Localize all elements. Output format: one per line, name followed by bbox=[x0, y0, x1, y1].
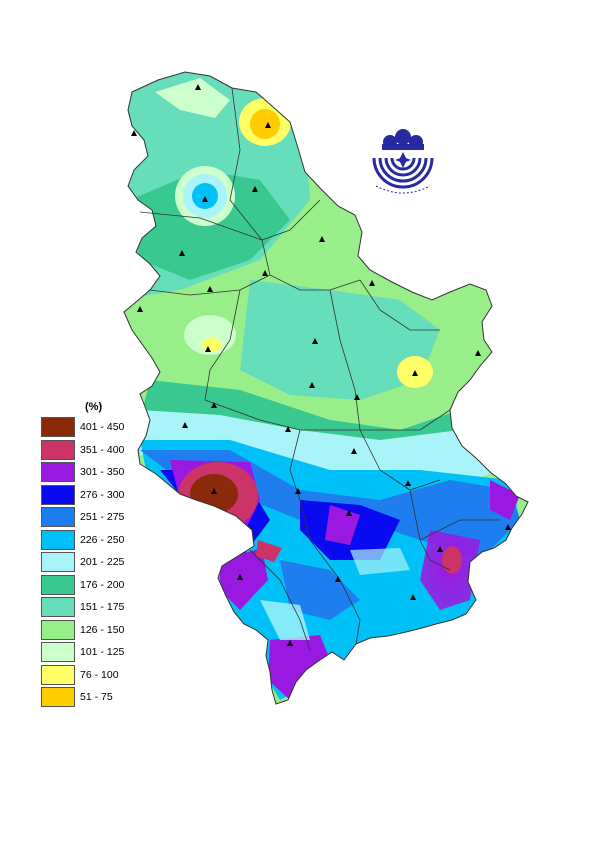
legend-item: 351 - 400 bbox=[41, 439, 161, 462]
triangle-icon bbox=[262, 270, 268, 276]
legend-label: 251 - 275 bbox=[80, 511, 125, 524]
legend-swatch bbox=[41, 484, 75, 505]
legend-label: 51 - 75 bbox=[80, 691, 113, 704]
legend-item: 301 - 350 bbox=[41, 461, 161, 484]
legend-swatch bbox=[41, 417, 75, 438]
triangle-icon bbox=[211, 402, 217, 408]
triangle-icon bbox=[405, 480, 411, 486]
legend-swatch bbox=[41, 664, 75, 685]
triangle-icon bbox=[295, 488, 301, 494]
triangle-icon bbox=[475, 350, 481, 356]
triangle-icon bbox=[131, 130, 137, 136]
triangle-icon bbox=[410, 594, 416, 600]
triangle-icon bbox=[412, 370, 418, 376]
legend-item: 126 - 150 bbox=[41, 619, 161, 642]
legend-item: 226 - 250 bbox=[41, 529, 161, 552]
triangle-icon bbox=[195, 84, 201, 90]
triangle-icon bbox=[207, 286, 213, 292]
triangle-icon bbox=[505, 524, 511, 530]
legend-swatch bbox=[41, 687, 75, 708]
legend-swatch bbox=[41, 529, 75, 550]
station-markers bbox=[131, 84, 511, 646]
legend-label: 126 - 150 bbox=[80, 623, 125, 636]
legend-label: 301 - 350 bbox=[80, 466, 125, 479]
triangle-icon bbox=[346, 510, 352, 516]
legend-label: 226 - 250 bbox=[80, 533, 125, 546]
legend-label: 351 - 400 bbox=[80, 443, 125, 456]
triangle-icon bbox=[179, 250, 185, 256]
triangle-icon bbox=[265, 122, 271, 128]
legend-item: 401 - 450 bbox=[41, 416, 161, 439]
triangle-icon bbox=[312, 338, 318, 344]
triangle-icon bbox=[237, 574, 243, 580]
legend-item: 76 - 100 bbox=[41, 664, 161, 687]
legend-label: 151 - 175 bbox=[80, 601, 125, 614]
legend-item: 201 - 225 bbox=[41, 551, 161, 574]
legend-label: 201 - 225 bbox=[80, 556, 125, 569]
legend-item: 251 - 275 bbox=[41, 506, 161, 529]
triangle-icon bbox=[309, 382, 315, 388]
legend-item: 276 - 300 bbox=[41, 484, 161, 507]
triangle-icon bbox=[202, 196, 208, 202]
precipitation-zones bbox=[124, 72, 528, 704]
triangle-icon bbox=[319, 236, 325, 242]
triangle-icon bbox=[205, 346, 211, 352]
triangle-icon bbox=[369, 280, 375, 286]
legend-item: 151 - 175 bbox=[41, 596, 161, 619]
legend-swatch bbox=[41, 552, 75, 573]
legend-swatch bbox=[41, 574, 75, 595]
institute-emblem-icon bbox=[372, 129, 434, 194]
legend-swatch bbox=[41, 462, 75, 483]
legend-label: 101 - 125 bbox=[80, 646, 125, 659]
triangle-icon bbox=[287, 640, 293, 646]
legend: (%) 401 - 450 351 - 400 301 - 350 276 - 300… bbox=[41, 398, 161, 709]
legend-item: 176 - 200 bbox=[41, 574, 161, 597]
triangle-icon bbox=[211, 488, 217, 494]
legend-item: 101 - 125 bbox=[41, 641, 161, 664]
triangle-icon bbox=[252, 186, 258, 192]
legend-swatch bbox=[41, 619, 75, 640]
triangle-icon bbox=[354, 394, 360, 400]
district-borders bbox=[139, 87, 500, 651]
triangle-icon bbox=[137, 306, 143, 312]
legend-label: 176 - 200 bbox=[80, 578, 125, 591]
legend-label: 76 - 100 bbox=[80, 668, 119, 681]
triangle-icon bbox=[182, 422, 188, 428]
legend-rows: 401 - 450 351 - 400 301 - 350 276 - 300 251 … bbox=[41, 416, 161, 709]
legend-swatch bbox=[41, 642, 75, 663]
triangle-icon bbox=[437, 546, 443, 552]
legend-swatch bbox=[41, 439, 75, 460]
triangle-icon bbox=[351, 448, 357, 454]
legend-item: 51 - 75 bbox=[41, 686, 161, 709]
legend-unit: (%) bbox=[85, 401, 103, 413]
triangle-icon bbox=[335, 576, 341, 582]
legend-swatch bbox=[41, 507, 75, 528]
legend-label: 401 - 450 bbox=[80, 421, 125, 434]
legend-label: 276 - 300 bbox=[80, 488, 125, 501]
legend-swatch bbox=[41, 597, 75, 618]
triangle-icon bbox=[285, 426, 291, 432]
